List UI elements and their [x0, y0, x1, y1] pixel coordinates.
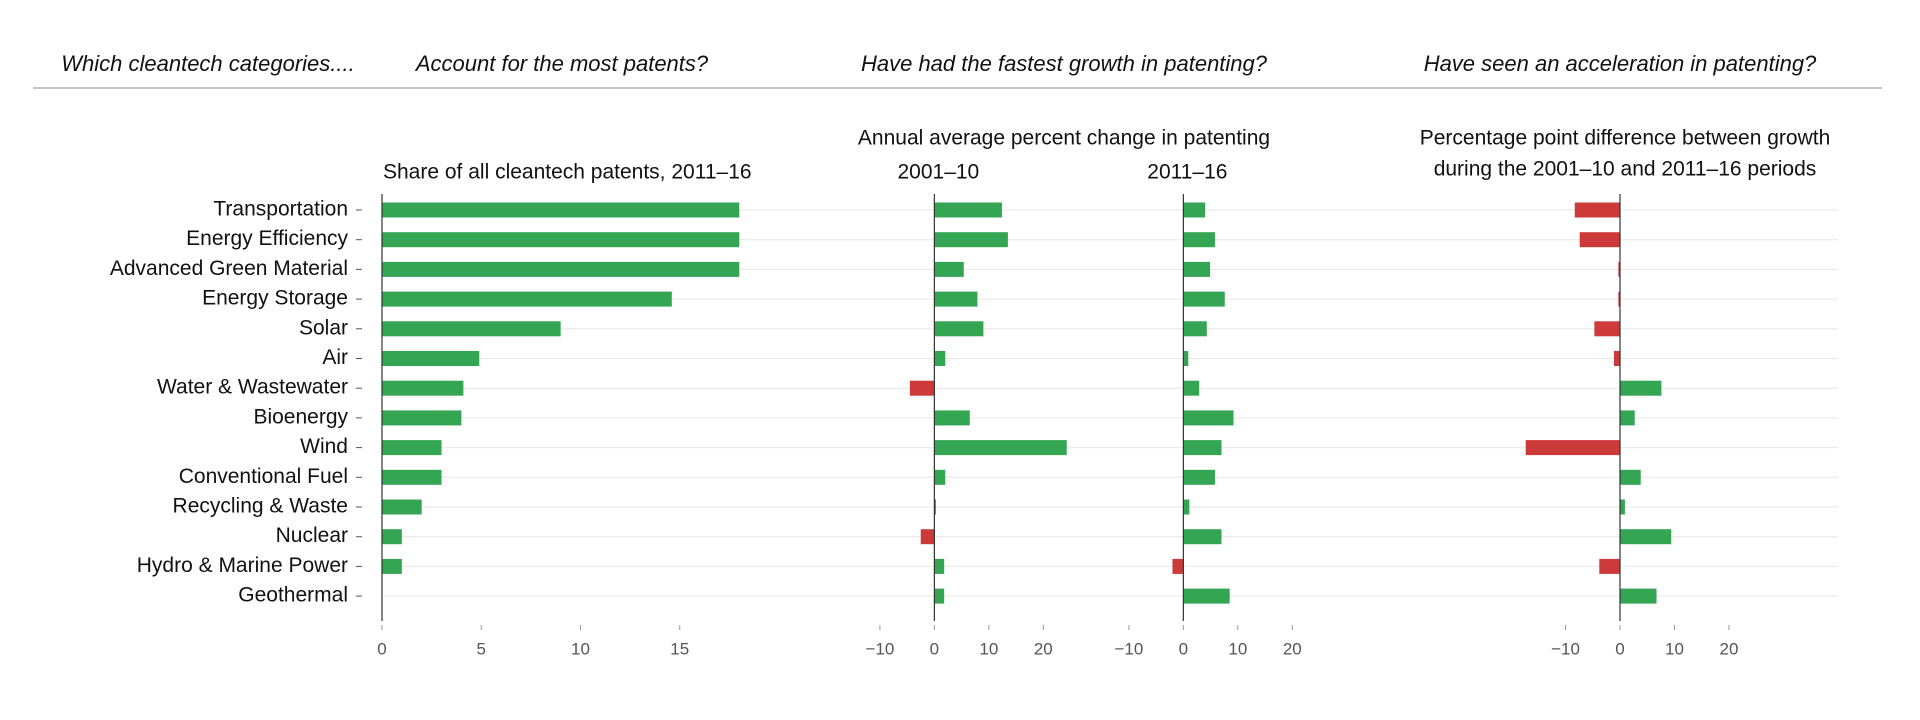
- bar: [909, 380, 935, 396]
- x-tick-label: 5: [477, 639, 486, 658]
- panel-title: Percentage point difference between grow…: [1420, 127, 1831, 150]
- panel-supertitle: Annual average percent change in patenti…: [858, 127, 1270, 150]
- x-tick-label: 10: [979, 639, 998, 658]
- bar: [1620, 469, 1641, 485]
- bar: [934, 469, 946, 485]
- bar: [1183, 291, 1225, 307]
- bar: [934, 410, 970, 426]
- bar: [1183, 499, 1190, 515]
- category-label: Hydro & Marine Power: [137, 554, 348, 577]
- x-tick-label: −10: [1114, 639, 1143, 658]
- bar: [934, 232, 1008, 248]
- bar: [934, 588, 945, 604]
- x-tick-label: 0: [377, 639, 386, 658]
- bar: [1579, 232, 1620, 248]
- category-label: Air: [322, 346, 348, 369]
- bar: [934, 261, 964, 277]
- panel-title: during the 2001–10 and 2011–16 periods: [1434, 158, 1817, 181]
- x-tick-label: 20: [1283, 639, 1302, 658]
- bar: [934, 202, 1002, 218]
- bar: [1620, 529, 1672, 545]
- x-tick-label: −10: [865, 639, 894, 658]
- bar: [382, 529, 402, 545]
- x-tick-label: 15: [670, 639, 689, 658]
- bar: [934, 440, 1067, 456]
- category-label: Energy Efficiency: [186, 227, 348, 250]
- panel-title: 2011–16: [1147, 161, 1227, 184]
- bar: [1183, 410, 1234, 426]
- bar: [1618, 261, 1620, 277]
- x-tick-label: 0: [930, 639, 939, 658]
- bar: [382, 440, 442, 456]
- bar: [382, 380, 464, 396]
- bar: [1525, 440, 1620, 456]
- bar: [382, 351, 480, 366]
- bar: [1620, 380, 1662, 396]
- bar: [920, 529, 935, 545]
- bar: [382, 202, 740, 218]
- category-label: Geothermal: [238, 584, 348, 607]
- bar: [934, 499, 937, 515]
- header-question: Account for the most patents?: [414, 51, 709, 76]
- bar: [382, 469, 442, 485]
- header-question: Have had the fastest growth in patenting…: [861, 51, 1268, 76]
- x-tick-label: 0: [1615, 639, 1624, 658]
- header-question: Which cleantech categories....: [61, 51, 354, 76]
- bar: [382, 321, 561, 337]
- bar: [1183, 232, 1215, 248]
- header-question: Have seen an acceleration in patenting?: [1424, 51, 1817, 76]
- x-tick-label: 20: [1034, 639, 1053, 658]
- category-label: Nuclear: [276, 524, 348, 547]
- bar: [1183, 351, 1189, 366]
- bar: [1183, 529, 1222, 545]
- bar: [1618, 291, 1620, 307]
- category-label: Water & Wastewater: [157, 376, 348, 399]
- bar: [1183, 469, 1215, 485]
- x-tick-label: 10: [1228, 639, 1247, 658]
- bar: [934, 291, 978, 307]
- bar: [1183, 440, 1222, 456]
- bar: [382, 558, 402, 574]
- x-tick-label: 10: [571, 639, 590, 658]
- category-label: Conventional Fuel: [179, 465, 348, 488]
- bar: [382, 291, 672, 307]
- bar: [1594, 321, 1620, 337]
- bar: [382, 232, 740, 248]
- panel-title: 2001–10: [897, 161, 979, 184]
- category-label: Wind: [300, 435, 348, 458]
- bar: [1183, 261, 1211, 277]
- bar: [934, 558, 945, 574]
- bar: [1183, 380, 1200, 396]
- category-label: Advanced Green Material: [110, 257, 348, 280]
- x-tick-label: −10: [1551, 639, 1580, 658]
- bar: [1620, 410, 1635, 426]
- bar: [934, 321, 984, 337]
- bar: [382, 410, 462, 426]
- bar: [1620, 499, 1625, 515]
- category-label: Transportation: [213, 198, 348, 221]
- bar: [1183, 321, 1207, 337]
- category-label: Solar: [299, 316, 348, 339]
- bar: [1620, 588, 1657, 604]
- category-label: Energy Storage: [202, 287, 348, 310]
- panel-title: Share of all cleantech patents, 2011–16: [383, 161, 752, 184]
- category-label: Bioenergy: [253, 405, 348, 428]
- bar: [1172, 558, 1184, 574]
- bar: [1183, 588, 1230, 604]
- x-tick-label: 10: [1665, 639, 1684, 658]
- x-tick-label: 20: [1720, 639, 1739, 658]
- bar: [1574, 202, 1620, 218]
- bar: [382, 499, 422, 515]
- x-tick-label: 0: [1179, 639, 1188, 658]
- bar: [934, 351, 946, 366]
- category-label: Recycling & Waste: [173, 495, 348, 518]
- bar: [1614, 351, 1620, 366]
- bar: [1599, 558, 1620, 574]
- bar: [382, 261, 740, 277]
- bar: [1183, 202, 1206, 218]
